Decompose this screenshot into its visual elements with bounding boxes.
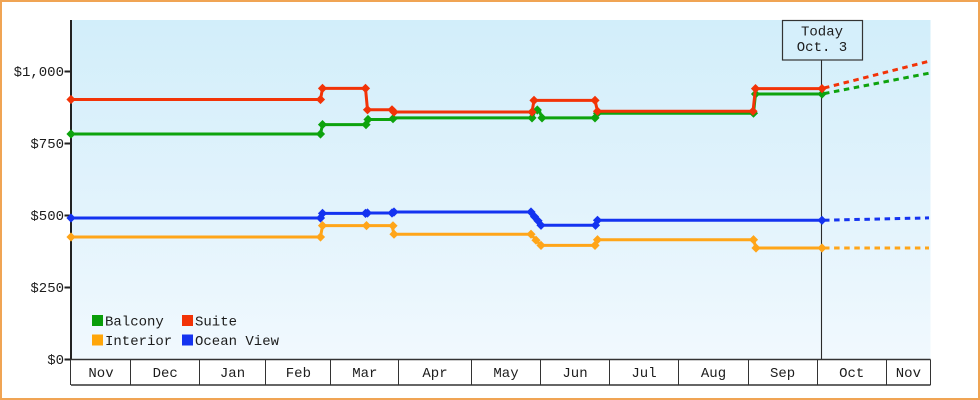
svg-text:Oct. 3: Oct. 3 — [797, 40, 847, 56]
svg-text:Sep: Sep — [770, 366, 795, 382]
svg-text:Dec: Dec — [153, 366, 178, 382]
svg-text:Oct: Oct — [839, 366, 864, 382]
svg-text:Jan: Jan — [220, 366, 245, 382]
svg-text:May: May — [493, 366, 518, 382]
svg-text:$1,000: $1,000 — [14, 65, 64, 81]
svg-text:Jul: Jul — [631, 366, 656, 382]
svg-text:Balcony: Balcony — [105, 315, 164, 331]
svg-text:$250: $250 — [30, 281, 64, 297]
svg-text:$500: $500 — [30, 209, 64, 225]
svg-text:Suite: Suite — [195, 315, 237, 331]
svg-text:Nov: Nov — [896, 366, 921, 382]
svg-text:Ocean View: Ocean View — [195, 334, 280, 350]
svg-text:Aug: Aug — [701, 366, 726, 382]
svg-text:Mar: Mar — [352, 366, 377, 382]
svg-text:Interior: Interior — [105, 334, 172, 350]
svg-text:Apr: Apr — [422, 366, 447, 382]
svg-text:$750: $750 — [30, 137, 64, 153]
svg-text:Feb: Feb — [286, 366, 311, 382]
svg-text:Nov: Nov — [88, 366, 113, 382]
svg-text:Jun: Jun — [562, 366, 587, 382]
svg-text:Today: Today — [801, 25, 843, 41]
svg-text:$0: $0 — [47, 353, 64, 369]
